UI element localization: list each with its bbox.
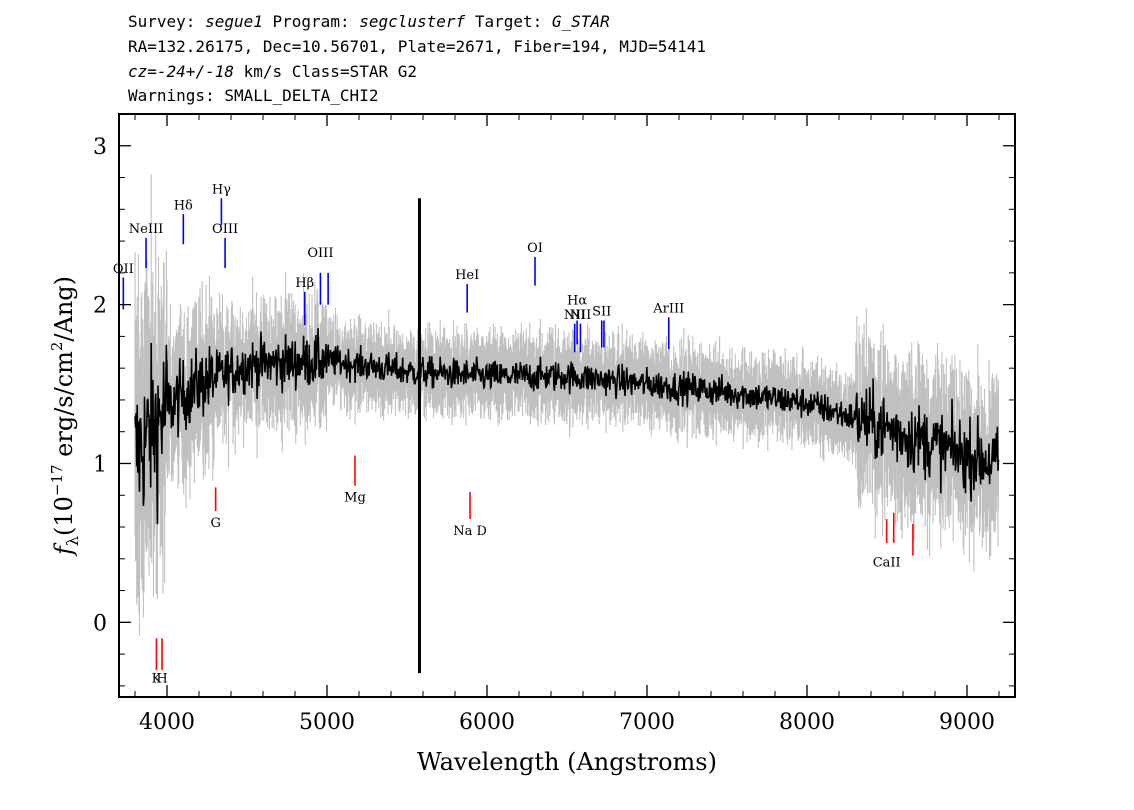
emission-line-label: NeIII xyxy=(129,222,163,237)
y-label-close: /Ang) xyxy=(50,276,78,342)
flux-line xyxy=(134,328,1000,525)
target-value: G_STAR xyxy=(551,12,610,31)
absorption-line-label: Mg xyxy=(344,491,366,506)
y-tick-label: 0 xyxy=(93,611,107,636)
y-tick-label: 1 xyxy=(93,452,107,477)
header-line-coordinates: RA=132.26175, Dec=10.56701, Plate=2671, … xyxy=(128,37,706,56)
plot-frame xyxy=(118,113,1016,698)
absorption-line-label: G xyxy=(210,516,220,531)
emission-line-label: ArIII xyxy=(652,302,684,317)
emission-line-label: OIII xyxy=(212,222,238,237)
emission-line-label: Hδ xyxy=(174,198,193,213)
cz-label: cz= xyxy=(128,62,157,81)
emission-line-label: HeI xyxy=(455,268,479,283)
x-tick-label: 4000 xyxy=(139,710,195,735)
flux-group xyxy=(134,198,1000,674)
emission-line-label: Hβ xyxy=(295,276,314,291)
x-tick-label: 9000 xyxy=(939,710,995,735)
header-line-survey: Survey: segue1 Program: segclusterf Targ… xyxy=(128,12,610,32)
y-axis-label: fλ(10−17 erg/s/cm2/Ang) xyxy=(48,276,82,557)
emission-line-label: Hα xyxy=(567,294,587,309)
ticks-group: 4000 5000 6000 7000 8000 9000 0 1 2 3 xyxy=(93,114,1015,735)
absorption-line-label: Na D xyxy=(453,524,487,539)
absorption-line-label: K xyxy=(152,672,162,687)
program-label: Program: xyxy=(272,12,350,31)
emission-line-label: Hγ xyxy=(212,182,231,197)
y-tick-label: 3 xyxy=(93,135,107,160)
survey-label: Survey: xyxy=(128,12,196,31)
x-tick-label: 7000 xyxy=(619,710,675,735)
emission-line-label: SII xyxy=(592,305,611,320)
absorption-line-label: H xyxy=(156,672,167,687)
header-line-redshift: cz=-24+/-18 km/s Class=STAR G2 xyxy=(128,62,417,82)
x-tick-label: 8000 xyxy=(779,710,835,735)
emission-line-label: OI xyxy=(527,241,543,256)
y-tick-label: 2 xyxy=(93,294,107,319)
y-label-exp2: 2 xyxy=(48,342,66,352)
cz-value: -24+/-18 xyxy=(156,62,234,81)
y-label-exp1: −17 xyxy=(48,464,66,496)
y-label-open: (10 xyxy=(50,496,78,536)
program-value: segclusterf xyxy=(359,12,466,31)
emission-line-label: OII xyxy=(113,262,134,277)
survey-value: segue1 xyxy=(205,12,263,31)
emission-line-label: OIII xyxy=(307,246,333,261)
x-axis-label: Wavelength (Angstroms) xyxy=(417,748,717,776)
x-tick-label: 5000 xyxy=(299,710,355,735)
y-label-mid: erg/s/cm xyxy=(50,351,78,465)
header-line-warnings: Warnings: SMALL_DELTA_CHI2 xyxy=(128,86,379,105)
y-label-sub: λ xyxy=(63,536,82,546)
cz-rest: km/s Class=STAR G2 xyxy=(243,62,417,81)
x-tick-label: 6000 xyxy=(459,710,515,735)
absorption-line-label: CaII xyxy=(873,556,901,571)
emission-line-label: NII xyxy=(564,308,586,323)
emission-line-label: NII xyxy=(570,308,592,323)
target-label: Target: xyxy=(474,12,543,31)
